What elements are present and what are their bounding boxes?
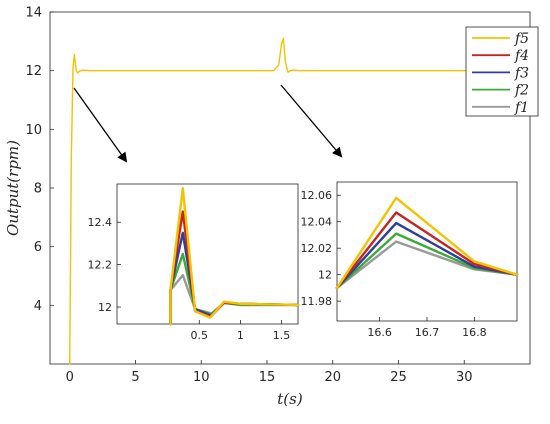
inset-right-y-tick-label: 11.98 — [301, 295, 333, 308]
inset-left-axes: 0.5 1 1.5 12 12.2 12.4 — [88, 183, 300, 342]
inset-left-line-f5 — [169, 187, 300, 326]
inset-right-y-tick-label: 12.06 — [301, 189, 333, 202]
main-line-f5 — [69, 37, 531, 365]
inset-right-x-tick-label: 16.7 — [415, 326, 440, 339]
main-y-ticks: 4 6 8 10 12 14 — [25, 6, 54, 314]
inset-right-y-tick-label: 12.04 — [301, 216, 333, 229]
inset-left-ticks: 0.5 1 1.5 12 12.2 12.4 — [88, 216, 291, 342]
inset-right-y-tick-label: 12 — [318, 269, 332, 282]
x-axis-label: t(s) — [277, 390, 303, 408]
inset-left-x-tick-label: 1 — [237, 329, 244, 342]
inset-right-axes: 16.6 16.7 16.8 11.98 12 12.02 12.04 12.06 — [301, 181, 519, 339]
main-y-tick-label: 14 — [25, 6, 42, 21]
inset-left-lines — [169, 187, 300, 326]
zoom-arrow-left — [73, 87, 128, 163]
main-series-lines — [69, 37, 531, 365]
main-x-ticks: 0 5 10 15 20 25 30 — [66, 360, 473, 385]
main-x-tick-label: 0 — [66, 370, 74, 385]
main-x-tick-label: 10 — [193, 370, 210, 385]
inset-right-lines — [335, 196, 519, 290]
inset-right-x-tick-label: 16.8 — [462, 326, 487, 339]
zoom-arrow-right — [280, 84, 343, 158]
inset-right-y-tick-label: 12.02 — [301, 242, 333, 255]
main-x-tick-label: 20 — [324, 370, 341, 385]
legend-label-f3: f3 — [514, 65, 529, 81]
main-y-tick-label: 10 — [25, 123, 42, 138]
inset-left-y-tick-label: 12.2 — [88, 258, 113, 271]
inset-right-line-f5 — [335, 196, 519, 290]
legend-label-f5: f5 — [514, 31, 529, 47]
inset-right-line-f4 — [335, 211, 519, 290]
inset-right-x-tick-label: 16.6 — [367, 326, 392, 339]
inset-left-y-tick-label: 12 — [98, 301, 112, 314]
legend-label-f2: f2 — [514, 83, 529, 99]
main-y-tick-label: 6 — [34, 240, 42, 255]
main-x-tick-label: 25 — [390, 370, 407, 385]
main-y-tick-label: 12 — [25, 64, 42, 79]
inset-left-frame — [116, 183, 299, 325]
inset-left-x-tick-label: 0.5 — [191, 329, 209, 342]
inset-right-ticks: 16.6 16.7 16.8 11.98 12 12.02 12.04 12.06 — [301, 189, 487, 339]
inset-left-y-tick-label: 12.4 — [88, 216, 113, 229]
inset-right-line-f3 — [335, 221, 519, 290]
inset-left-x-tick-label: 1.5 — [273, 329, 291, 342]
main-y-tick-label: 4 — [34, 299, 42, 314]
main-x-tick-label: 30 — [456, 370, 473, 385]
main-y-tick-label: 8 — [34, 182, 42, 197]
y-axis-label: Output(rpm) — [4, 140, 22, 236]
main-x-tick-label: 15 — [259, 370, 276, 385]
legend-label-f1: f1 — [514, 100, 529, 116]
main-x-tick-label: 5 — [131, 370, 139, 385]
legend-label-f4: f4 — [514, 48, 529, 64]
